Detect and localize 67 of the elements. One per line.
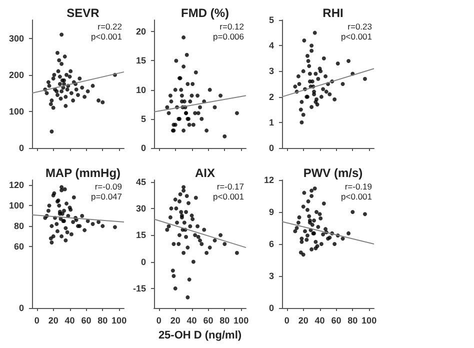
chart-title: SEVR xyxy=(66,6,100,20)
chart-title: AIX xyxy=(194,166,216,180)
y-tick-label: 100 xyxy=(8,200,24,211)
x-axis-title: 25-OH D (ng/ml) xyxy=(158,329,242,342)
x-tick-label: 40 xyxy=(64,316,75,326)
y-tick-label: 0 xyxy=(268,143,274,153)
annotation: p=0.006 xyxy=(213,32,244,42)
y-tick-label: 4 xyxy=(268,40,274,51)
y-tick-label: 100 xyxy=(8,106,24,116)
y-tick-label: 0 xyxy=(140,256,146,267)
y-tick-label: 1 xyxy=(268,117,274,128)
y-tick-label: 0 xyxy=(268,303,274,313)
x-tick-label: 80 xyxy=(220,316,230,326)
y-tick-label: 3 xyxy=(268,66,274,76)
annotation: r=-0.19 xyxy=(344,182,372,192)
y-tick-label: 200 xyxy=(8,70,24,80)
x-tick-label: 20 xyxy=(298,316,308,326)
x-tick-label: 60 xyxy=(203,316,214,326)
y-tick-label: 6 xyxy=(268,239,274,249)
y-tick-label: 120 xyxy=(8,180,24,190)
x-tick-label: 20 xyxy=(48,316,58,326)
y-tick-label: 20 xyxy=(136,26,146,37)
y-tick-label: 2 xyxy=(268,92,274,102)
y-tick-label: 5 xyxy=(268,15,274,25)
y-tick-label: 5 xyxy=(140,114,146,124)
x-tick-label: 60 xyxy=(81,316,92,326)
x-tick-label: 80 xyxy=(348,316,358,326)
annotation: r=-0.09 xyxy=(94,182,122,192)
annotation: p<0.001 xyxy=(213,192,244,202)
x-tick-label: 0 xyxy=(284,316,290,326)
chart-title: MAP (mmHg) xyxy=(45,166,121,180)
annotation: r=0.22 xyxy=(98,22,122,32)
x-tick-label: 0 xyxy=(156,316,162,326)
chart-title: RHI xyxy=(322,6,344,20)
x-tick-label: 80 xyxy=(98,316,108,326)
y-tick-label: 12 xyxy=(264,175,274,185)
x-tick-label: 100 xyxy=(112,316,127,326)
annotation: p<0.001 xyxy=(91,32,122,42)
chart-title: FMD (%) xyxy=(181,6,229,20)
y-tick-label: 0 xyxy=(140,143,146,153)
annotation: r=0.12 xyxy=(220,22,244,32)
x-tick-label: 20 xyxy=(170,316,180,326)
y-tick-label: 3 xyxy=(268,271,274,281)
annotation: r=-0.17 xyxy=(216,182,244,192)
annotation: r=0.23 xyxy=(348,22,372,32)
x-tick-label: 40 xyxy=(314,316,325,326)
y-tick-label: 9 xyxy=(268,207,274,217)
x-tick-label: 0 xyxy=(34,316,40,326)
y-tick-label: 10 xyxy=(136,84,146,95)
y-tick-label: -15 xyxy=(132,283,146,294)
x-tick-label: 100 xyxy=(362,316,377,326)
y-tick-label: 80 xyxy=(14,221,24,232)
y-tick-label: 0 xyxy=(18,303,24,313)
y-tick-label: 15 xyxy=(136,56,146,66)
y-tick-label: 300 xyxy=(8,33,24,44)
annotation: p<0.001 xyxy=(341,32,372,42)
x-tick-label: 100 xyxy=(234,316,249,326)
annotation: p=0.047 xyxy=(91,192,122,202)
y-tick-label: 0 xyxy=(18,143,24,153)
x-tick-label: 60 xyxy=(331,316,342,326)
y-tick-label: 30 xyxy=(136,203,146,214)
y-tick-label: 60 xyxy=(14,242,24,252)
x-tick-label: 40 xyxy=(186,316,197,326)
annotation: p<0.001 xyxy=(341,192,372,202)
chart-title: PWV (m/s) xyxy=(303,166,363,180)
y-tick-label: 15 xyxy=(136,230,146,240)
y-tick-label: 45 xyxy=(136,176,146,187)
